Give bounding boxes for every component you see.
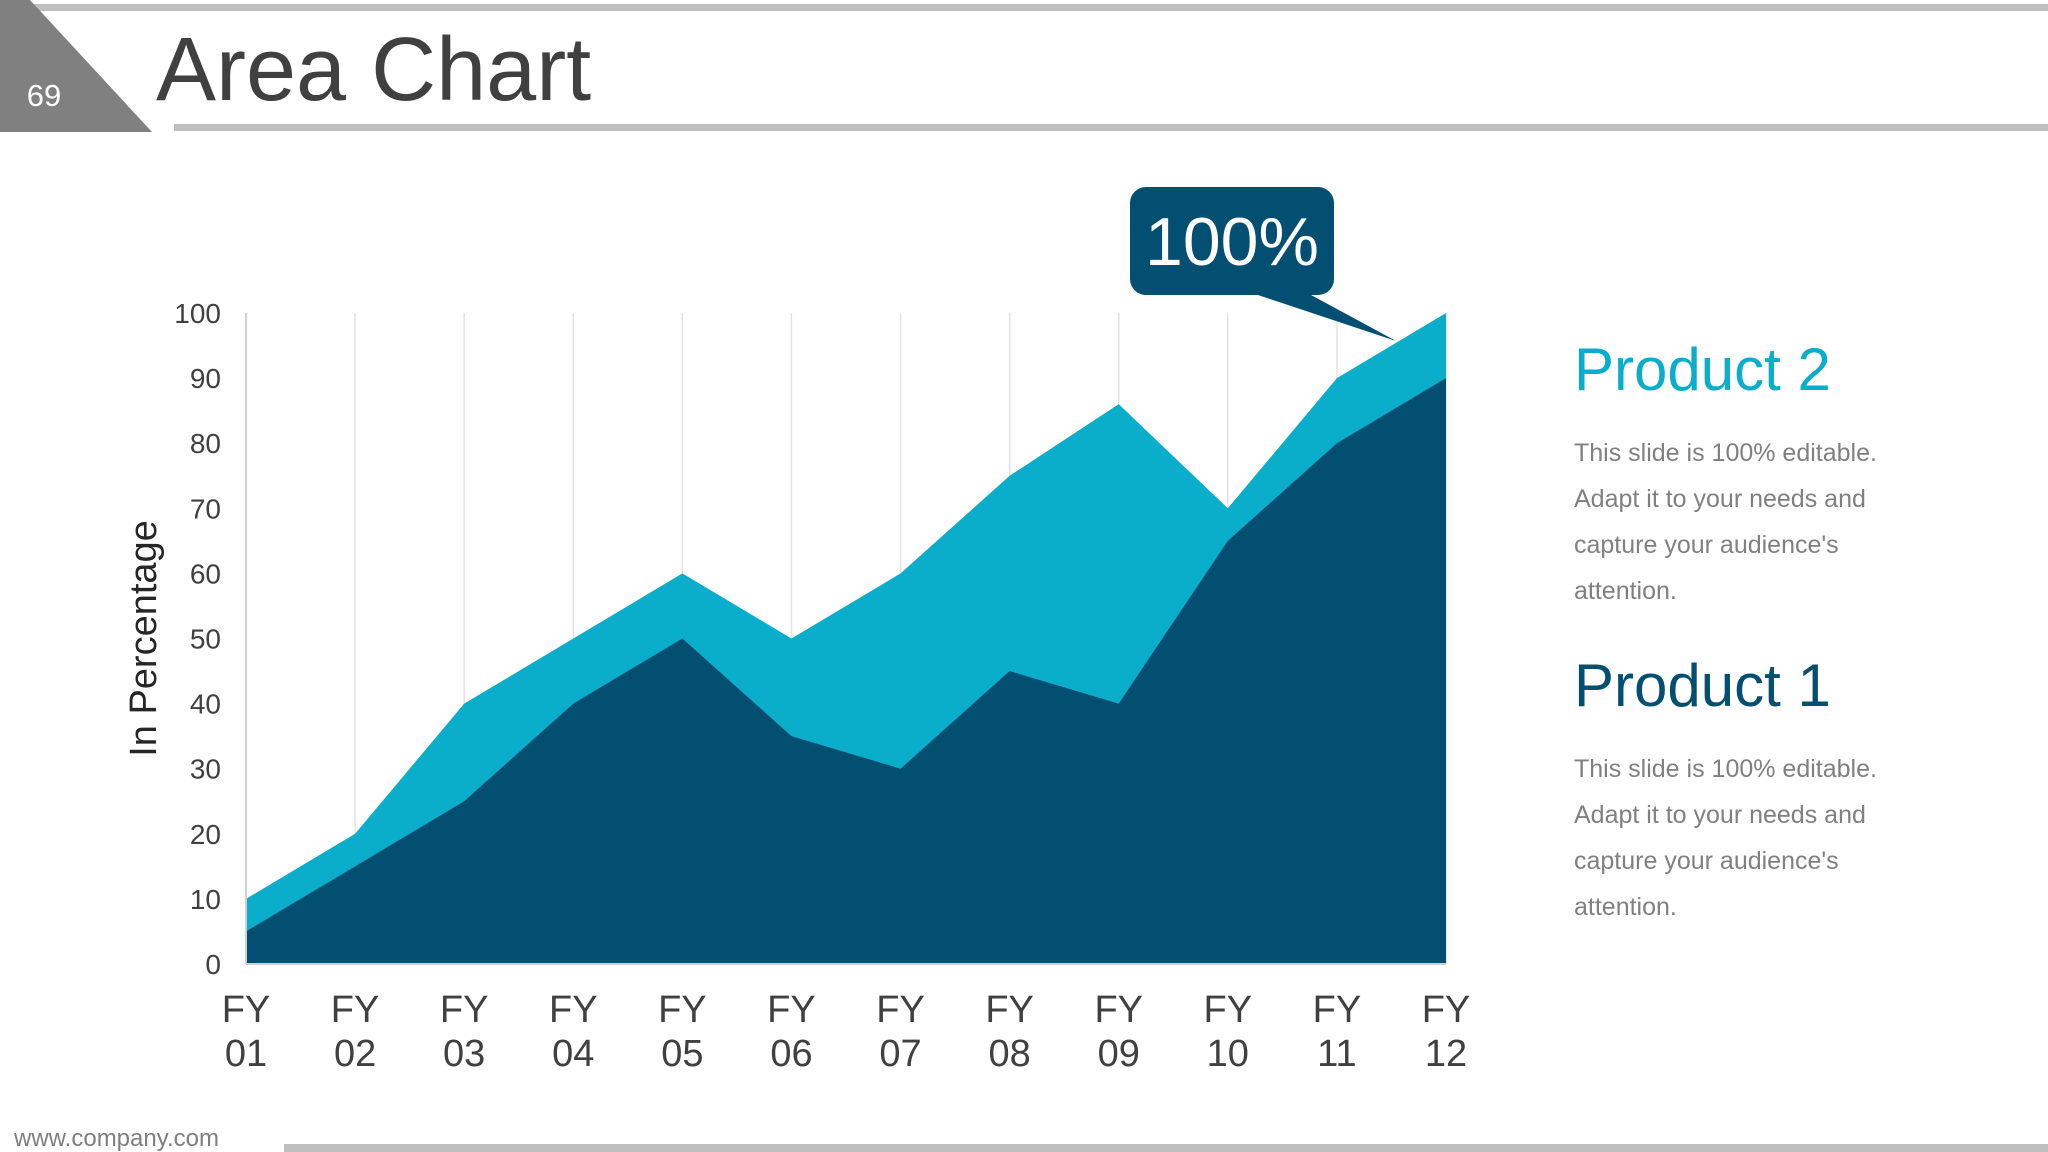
callout-pointer [1240, 289, 1396, 341]
bottom-rule [284, 1144, 2048, 1152]
y-tick-label: 10 [190, 884, 221, 915]
x-tick-label: FY 01 [222, 989, 271, 1075]
y-tick-labels: 0 10 20 30 40 50 60 70 80 90 100 [174, 298, 221, 980]
slide-number-tab [0, 0, 152, 132]
legend-desc-product-2: This slide is 100% editable. Adapt it to… [1574, 439, 1877, 605]
x-tick-label: FY 09 [1094, 989, 1143, 1075]
x-tick-label: FY 10 [1204, 989, 1253, 1075]
y-tick-label: 50 [190, 624, 221, 655]
footer-url: www.company.com [13, 1125, 219, 1152]
legend-title-product-2: Product 2 [1574, 336, 1831, 403]
x-tick-label: FY 05 [658, 989, 707, 1075]
x-tick-label: FY 12 [1422, 989, 1471, 1075]
chart-areas [246, 313, 1446, 965]
y-tick-label: 90 [190, 363, 221, 394]
legend-desc-product-1: This slide is 100% editable. Adapt it to… [1574, 755, 1877, 921]
y-tick-label: 100 [174, 298, 221, 329]
x-tick-labels: FY 01 FY 02 FY 03 FY 04 FY 05 FY 06 FY 07 FY 08 FY 09 FY 10… [222, 989, 1471, 1075]
y-tick-label: 40 [190, 689, 221, 720]
y-axis-label: In Percentage [123, 520, 165, 757]
x-tick-label: FY 07 [876, 989, 925, 1075]
x-tick-label: FY 02 [331, 989, 380, 1075]
y-tick-label: 60 [190, 558, 221, 589]
legend-title-product-1: Product 1 [1574, 652, 1831, 719]
x-tick-label: FY 06 [767, 989, 816, 1075]
slide-title: Area Chart [156, 20, 591, 120]
y-tick-label: 70 [190, 493, 221, 524]
top-rule [30, 4, 2048, 11]
callout-label: 100% [1145, 204, 1319, 280]
slide-number: 69 [27, 78, 61, 113]
x-tick-label: FY 08 [985, 989, 1034, 1075]
callout-box [1130, 187, 1334, 295]
y-tick-label: 30 [190, 754, 221, 785]
area-series-product-1 [246, 378, 1446, 965]
title-underline [174, 124, 2048, 131]
y-tick-label: 0 [205, 949, 221, 980]
x-tick-label: FY 04 [549, 989, 598, 1075]
chart-axes [245, 313, 1446, 965]
callout-100-percent: 100% [1130, 187, 1396, 341]
y-tick-label: 80 [190, 428, 221, 459]
x-tick-label: FY 11 [1313, 989, 1362, 1075]
y-tick-label: 20 [190, 819, 221, 850]
x-tick-label: FY 03 [440, 989, 489, 1075]
